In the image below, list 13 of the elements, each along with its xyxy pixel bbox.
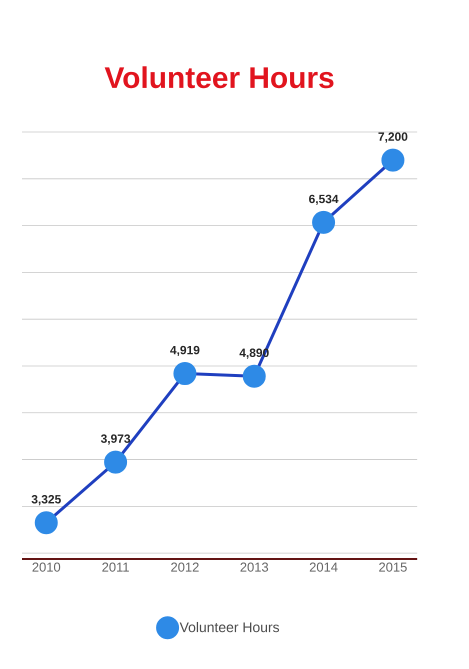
data-label: 3,325 (32, 495, 61, 506)
data-label: 7,200 (378, 132, 408, 143)
legend-label: Volunteer Hours (180, 622, 280, 632)
x-tick-label: 2012 (171, 562, 199, 572)
x-tick-label: 2015 (379, 562, 407, 572)
data-label: 4,919 (170, 346, 200, 356)
x-tick-label: 2010 (32, 562, 60, 572)
x-tick-label: 2011 (102, 562, 129, 572)
x-tick-label: 2013 (240, 562, 268, 572)
data-label: 6,534 (309, 194, 338, 205)
x-tick-label: 2014 (310, 562, 338, 572)
chart-title: Volunteer Hours (104, 66, 334, 88)
data-label: 3,973 (100, 434, 130, 445)
